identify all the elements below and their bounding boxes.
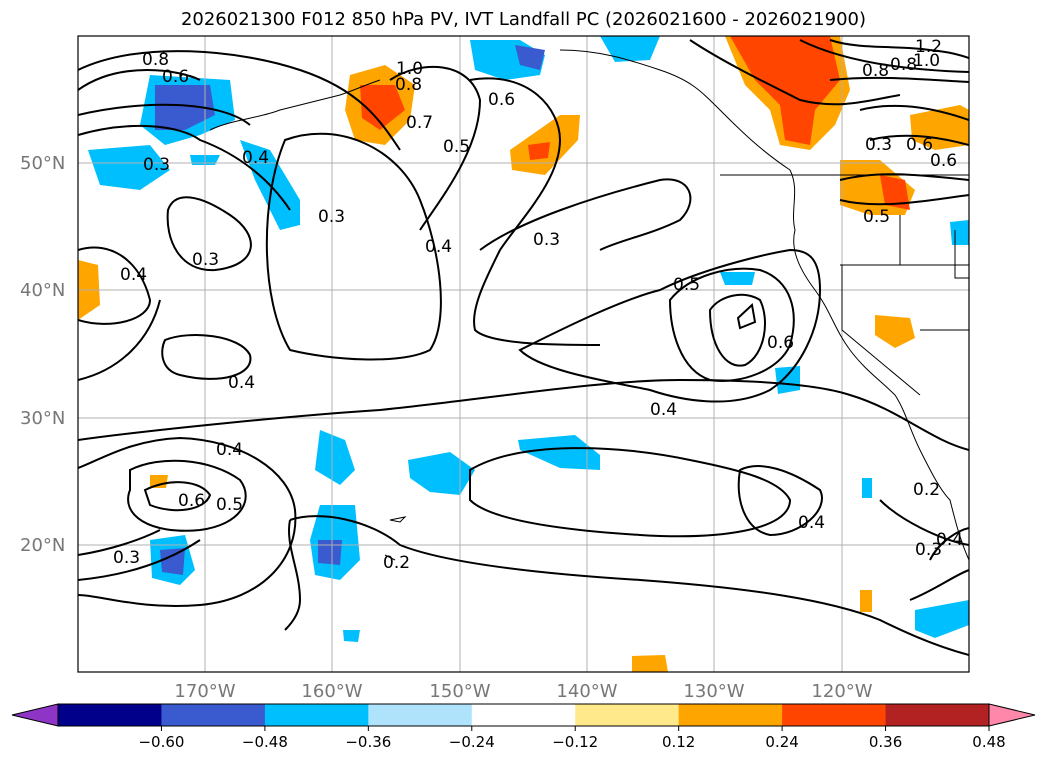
colorbar-tick-label: −0.36	[345, 733, 391, 751]
longitude-labels: 170°W 160°W 150°W 140°W 130°W 120°W	[174, 681, 872, 702]
colorbar-tick-label: −0.48	[242, 733, 288, 751]
contour-label: 0.4	[120, 265, 147, 285]
contour-label: 0.3	[143, 155, 170, 175]
contour-label: 0.4	[798, 513, 825, 533]
lat-label: 30°N	[20, 408, 65, 429]
colorbar-segment	[782, 704, 887, 726]
colorbar-tick-label: 0.48	[972, 733, 1005, 751]
contour-label: 0.4	[650, 400, 677, 420]
colorbar-segment	[885, 704, 990, 726]
map-frame	[77, 35, 970, 673]
contour-label: 0.7	[406, 113, 433, 133]
contour-label: 0.4	[425, 237, 452, 257]
colorbar-tick-label: −0.24	[449, 733, 495, 751]
map-title: 2026021300 F012 850 hPa PV, IVT Landfall…	[180, 9, 867, 30]
contour-label-group: 0.8 0.6 0.4 0.3 0.3 0.4 0.3 0.8 1.0 0.7 …	[113, 37, 963, 573]
colorbar-segment	[58, 704, 162, 726]
contour-label: 0.8	[862, 61, 889, 81]
latitude-labels: 50°N 40°N 30°N 20°N	[20, 153, 65, 556]
contour-label: 0.8	[890, 55, 917, 75]
colorbar-segments	[58, 704, 990, 726]
contour-label: 0.8	[142, 50, 169, 70]
colorbar-ticks: −0.60 −0.48 −0.36 −0.24 −0.12 0.12 0.24 0.36 0.4…	[138, 726, 1006, 751]
contour-label: 0.6	[178, 491, 205, 511]
coastlines	[209, 49, 969, 561]
contour-label: 0.6	[906, 135, 933, 155]
contour-label: 0.3	[865, 135, 892, 155]
contour-label: 0.4	[242, 148, 269, 168]
colorbar-tick-label: −0.12	[552, 733, 598, 751]
contour-label: 1.2	[915, 37, 942, 57]
contour-label: 0.2	[383, 553, 410, 573]
contour-label: 0.3	[915, 540, 942, 560]
colorbar-tick-label: 0.36	[869, 733, 902, 751]
contour-label: 0.8	[395, 75, 422, 95]
lat-label: 50°N	[20, 153, 65, 174]
contour-label: 0.3	[533, 230, 560, 250]
lon-label: 150°W	[429, 681, 490, 702]
contour-label: 0.5	[216, 495, 243, 515]
lon-label: 160°W	[301, 681, 362, 702]
colorbar-frame	[57, 703, 990, 727]
contour-label: 1.0	[913, 51, 940, 71]
lon-label: 120°W	[811, 681, 872, 702]
colorbar-tick-label: 0.12	[662, 733, 695, 751]
colorbar-segment	[368, 704, 473, 726]
contour-label: 0.6	[162, 67, 189, 87]
contour-label: 1.0	[396, 59, 423, 79]
colorbar-segment	[471, 704, 576, 726]
negative-anomaly-shading	[88, 36, 969, 642]
contour-label: 0.5	[673, 275, 700, 295]
contour-label: 0.3	[113, 548, 140, 568]
lon-label: 140°W	[556, 681, 617, 702]
colorbar-segment	[678, 704, 783, 726]
colorbar-segment	[264, 704, 369, 726]
colorbar-tick-label: −0.60	[138, 733, 184, 751]
contour-label: 0.3	[192, 250, 219, 270]
lon-label: 130°W	[683, 681, 744, 702]
contour-label: 0.2	[913, 480, 940, 500]
colorbar-extend-min	[11, 703, 59, 727]
contour-label: 0.6	[488, 90, 515, 110]
contour-label: 0.6	[930, 151, 957, 171]
colorbar: −0.60 −0.48 −0.36 −0.24 −0.12 0.12 0.24 0.36 0.4…	[11, 703, 1036, 751]
lat-label: 40°N	[20, 280, 65, 301]
contour-label: 0.5	[443, 137, 470, 157]
lon-label: 170°W	[174, 681, 235, 702]
lat-label: 20°N	[20, 535, 65, 556]
contour-label: 0.4	[216, 440, 243, 460]
contour-label: 0.3	[318, 207, 345, 227]
contour-label: 0.4	[228, 373, 255, 393]
colorbar-tick-label: 0.24	[765, 733, 798, 751]
contour-label: 0.4	[936, 530, 963, 550]
colorbar-segment	[161, 704, 266, 726]
positive-anomaly-shading	[78, 36, 969, 672]
graticule	[78, 36, 969, 672]
colorbar-segment	[575, 704, 680, 726]
map-area	[78, 36, 969, 672]
colorbar-extend-max	[988, 703, 1036, 727]
contour-label: 0.5	[863, 207, 890, 227]
contour-label: 0.6	[767, 333, 794, 353]
pv-contours	[78, 39, 969, 656]
